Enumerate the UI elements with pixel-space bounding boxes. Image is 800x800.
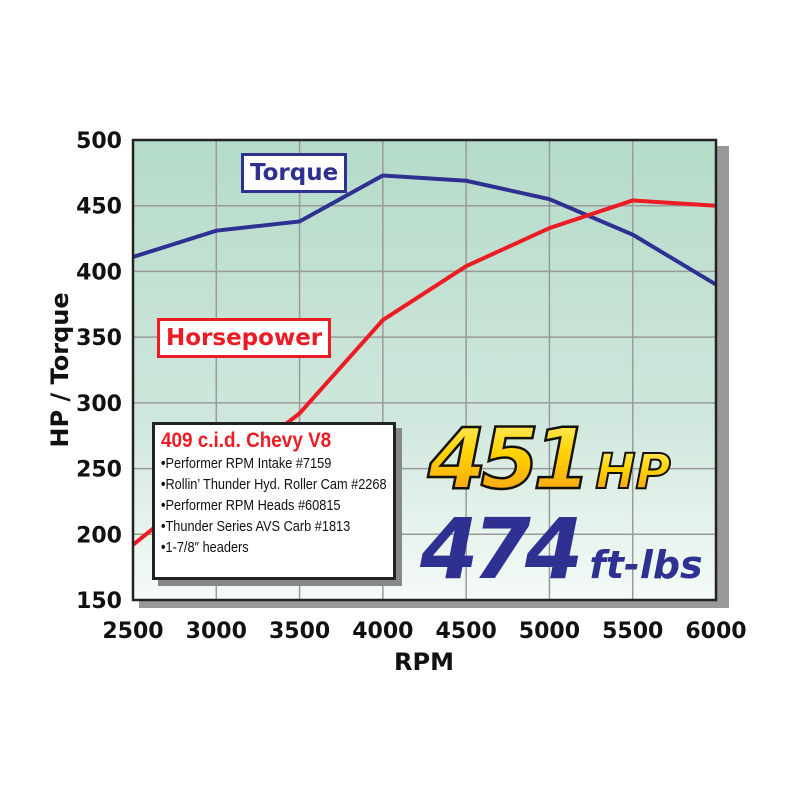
y-tick-label: 450 [76,195,122,220]
peak-hp-unit: HP [594,443,671,501]
y-tick-label: 500 [76,129,122,154]
y-tick-label: 300 [76,392,122,417]
x-tick-label: 4500 [436,619,497,644]
spec-title: 409 c.i.d. Chevy V8 [161,429,332,452]
peak-hp-value: 451 [427,409,593,510]
spec-item: 1-7/8″ headers [161,537,353,558]
y-tick-label: 400 [76,260,122,285]
x-tick-label: 4000 [352,619,413,644]
x-tick-label: 6000 [685,619,746,644]
torque-legend-label: Torque [241,153,348,193]
spec-item: Thunder Series AVS Carb #1813 [161,516,353,537]
y-tick-label: 250 [76,458,122,483]
peak-hp-callout: 451 HP [427,409,672,510]
spec-item: Performer RPM Intake #7159 [161,453,353,474]
spec-item: Performer RPM Heads #60815 [161,495,353,516]
x-tick-label: 3500 [269,619,330,644]
plot-border [131,138,718,602]
y-tick-label: 150 [76,589,122,614]
peak-torque-unit: ft-lbs [589,543,703,587]
torque-line [132,173,718,287]
engine-spec-box: 409 c.i.d. Chevy V8 Performer RPM Intake… [152,422,396,580]
spec-item: Rollin’ Thunder Hyd. Roller Cam #2268 [161,474,386,495]
x-tick-label: 5500 [602,619,663,644]
peak-torque-value: 474 [420,500,583,598]
x-tick-label: 2500 [102,619,163,644]
y-axis-label: HP / Torque [46,292,74,447]
y-tick-label: 200 [76,523,122,548]
x-tick-label: 5000 [519,619,580,644]
x-axis-label: RPM [394,648,454,676]
y-tick-label: 350 [76,326,122,351]
x-tick-label: 3000 [186,619,247,644]
horsepower-legend-label: Horsepower [157,318,332,358]
peak-torque-callout: 474 ft-lbs [420,500,703,598]
